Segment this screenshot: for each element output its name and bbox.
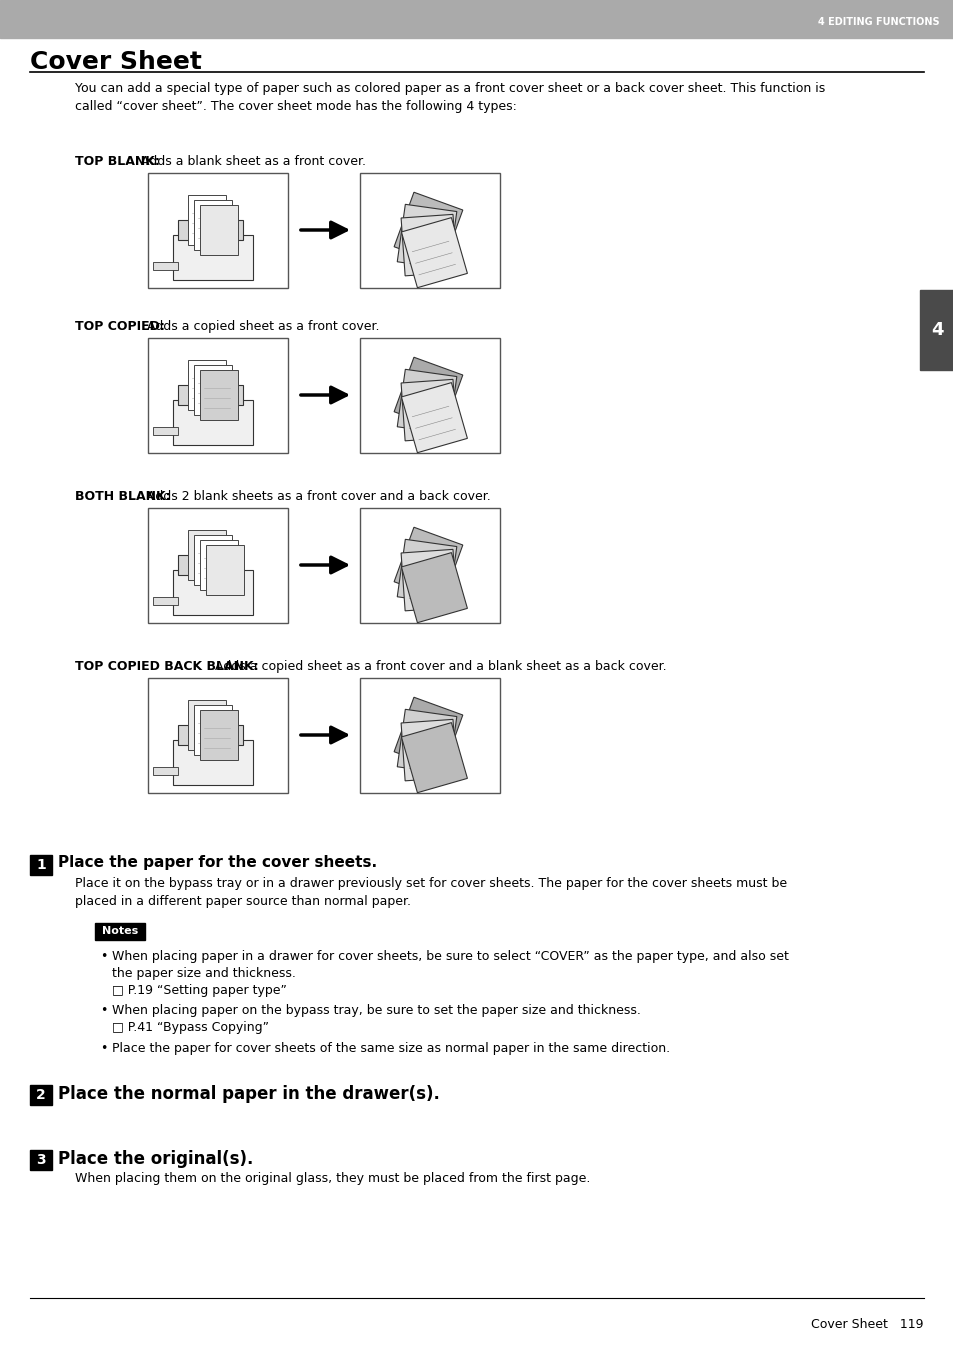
FancyBboxPatch shape: [401, 382, 467, 453]
Bar: [359, 678, 499, 793]
FancyBboxPatch shape: [394, 192, 462, 265]
Text: When placing paper in a drawer for cover sheets, be sure to select “COVER” as th: When placing paper in a drawer for cover…: [112, 950, 788, 997]
FancyBboxPatch shape: [193, 200, 232, 250]
Text: BOTH BLANK:: BOTH BLANK:: [75, 490, 171, 503]
FancyBboxPatch shape: [200, 711, 237, 761]
Bar: [359, 173, 499, 288]
FancyBboxPatch shape: [188, 700, 226, 750]
FancyBboxPatch shape: [178, 385, 243, 405]
FancyBboxPatch shape: [188, 359, 226, 409]
Bar: [359, 508, 499, 623]
FancyBboxPatch shape: [178, 725, 243, 744]
Text: 4: 4: [930, 322, 943, 339]
Bar: [30, 855, 52, 875]
FancyBboxPatch shape: [188, 530, 226, 580]
FancyBboxPatch shape: [394, 357, 462, 430]
FancyBboxPatch shape: [172, 400, 253, 444]
FancyBboxPatch shape: [401, 723, 467, 793]
Text: 1: 1: [36, 858, 46, 871]
FancyBboxPatch shape: [200, 370, 237, 420]
FancyBboxPatch shape: [396, 709, 456, 774]
Text: •: •: [100, 1042, 108, 1055]
Text: When placing paper on the bypass tray, be sure to set the paper size and thickne: When placing paper on the bypass tray, b…: [112, 1004, 640, 1034]
Bar: [148, 173, 288, 288]
Text: Adds a copied sheet as a front cover.: Adds a copied sheet as a front cover.: [143, 320, 379, 332]
Bar: [148, 508, 288, 623]
Text: You can add a special type of paper such as colored paper as a front cover sheet: You can add a special type of paper such…: [75, 82, 824, 113]
Text: Notes: Notes: [102, 927, 138, 936]
FancyBboxPatch shape: [400, 719, 456, 781]
FancyBboxPatch shape: [193, 705, 232, 755]
Text: When placing them on the original glass, they must be placed from the first page: When placing them on the original glass,…: [75, 1173, 590, 1185]
FancyBboxPatch shape: [401, 553, 467, 623]
Text: 2: 2: [36, 1088, 46, 1102]
Text: •: •: [100, 950, 108, 963]
FancyBboxPatch shape: [152, 427, 178, 435]
Bar: [0, 0, 953, 38]
FancyBboxPatch shape: [400, 550, 456, 611]
Bar: [148, 338, 288, 453]
Bar: [919, 290, 953, 370]
Text: TOP BLANK:: TOP BLANK:: [75, 155, 160, 168]
Bar: [148, 678, 288, 793]
Text: Place the paper for cover sheets of the same size as normal paper in the same di: Place the paper for cover sheets of the …: [112, 1042, 669, 1055]
Text: Place the normal paper in the drawer(s).: Place the normal paper in the drawer(s).: [58, 1085, 439, 1102]
FancyBboxPatch shape: [400, 380, 456, 440]
Text: Place the original(s).: Place the original(s).: [58, 1150, 253, 1169]
FancyBboxPatch shape: [172, 235, 253, 280]
Text: TOP COPIED BACK BLANK:: TOP COPIED BACK BLANK:: [75, 661, 258, 673]
FancyBboxPatch shape: [152, 262, 178, 270]
Text: TOP COPIED:: TOP COPIED:: [75, 320, 165, 332]
FancyBboxPatch shape: [400, 215, 456, 276]
Text: 3: 3: [36, 1152, 46, 1167]
Text: Place the paper for the cover sheets.: Place the paper for the cover sheets.: [58, 855, 376, 870]
FancyBboxPatch shape: [401, 218, 467, 288]
FancyBboxPatch shape: [200, 205, 237, 255]
FancyBboxPatch shape: [396, 204, 456, 269]
Text: Cover Sheet: Cover Sheet: [30, 50, 202, 74]
Bar: [95, 923, 145, 940]
FancyBboxPatch shape: [172, 740, 253, 785]
Text: •: •: [100, 1004, 108, 1017]
FancyBboxPatch shape: [396, 539, 456, 604]
Text: Cover Sheet   119: Cover Sheet 119: [811, 1319, 923, 1332]
FancyBboxPatch shape: [178, 555, 243, 576]
Bar: [359, 338, 499, 453]
Bar: [30, 1150, 52, 1170]
Text: 4 EDITING FUNCTIONS: 4 EDITING FUNCTIONS: [818, 18, 939, 27]
FancyBboxPatch shape: [193, 535, 232, 585]
Text: Adds a blank sheet as a front cover.: Adds a blank sheet as a front cover.: [137, 155, 366, 168]
Text: Adds a copied sheet as a front cover and a blank sheet as a back cover.: Adds a copied sheet as a front cover and…: [212, 661, 666, 673]
Bar: [30, 1085, 52, 1105]
FancyBboxPatch shape: [172, 570, 253, 615]
Text: Adds 2 blank sheets as a front cover and a back cover.: Adds 2 blank sheets as a front cover and…: [143, 490, 491, 503]
FancyBboxPatch shape: [396, 369, 456, 434]
FancyBboxPatch shape: [193, 365, 232, 415]
FancyBboxPatch shape: [178, 220, 243, 240]
Text: Place it on the bypass tray or in a drawer previously set for cover sheets. The : Place it on the bypass tray or in a draw…: [75, 877, 786, 908]
FancyBboxPatch shape: [152, 767, 178, 775]
FancyBboxPatch shape: [188, 195, 226, 245]
FancyBboxPatch shape: [206, 544, 244, 594]
FancyBboxPatch shape: [394, 697, 462, 770]
FancyBboxPatch shape: [152, 597, 178, 605]
FancyBboxPatch shape: [200, 540, 237, 590]
FancyBboxPatch shape: [394, 527, 462, 600]
